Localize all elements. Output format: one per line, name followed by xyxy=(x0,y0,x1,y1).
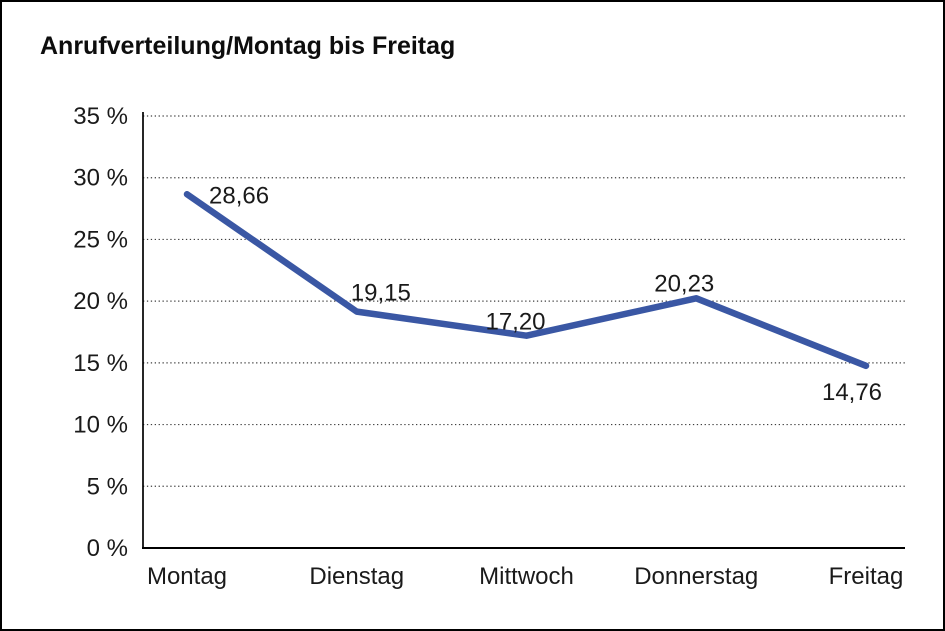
data-point-label: 14,76 xyxy=(822,379,882,406)
x-axis-category-label: Dienstag xyxy=(309,563,404,590)
x-axis-category-label: Mittwoch xyxy=(479,563,574,590)
chart-title: Anrufverteilung/Montag bis Freitag xyxy=(40,32,456,60)
y-axis-tick-label: 30 % xyxy=(73,165,128,192)
data-series-line xyxy=(183,191,870,370)
y-axis-tick-label: 25 % xyxy=(73,226,128,253)
y-axis-tick-label: 35 % xyxy=(73,103,128,130)
y-axis-tick-label: 5 % xyxy=(87,473,128,500)
x-axis-category-label: Montag xyxy=(147,563,227,590)
data-point-label: 17,20 xyxy=(485,309,545,336)
y-axis-tick-label: 10 % xyxy=(73,412,128,439)
data-point-label: 19,15 xyxy=(351,280,411,307)
data-point-label: 20,23 xyxy=(654,270,714,297)
data-point-label: 28,66 xyxy=(209,182,269,209)
y-axis-tick-label: 0 % xyxy=(87,535,128,562)
y-axis-tick-label: 20 % xyxy=(73,288,128,315)
x-axis-category-label: Donnerstag xyxy=(634,563,758,590)
x-axis-category-label: Freitag xyxy=(829,563,904,590)
y-axis-tick-label: 15 % xyxy=(73,350,128,377)
